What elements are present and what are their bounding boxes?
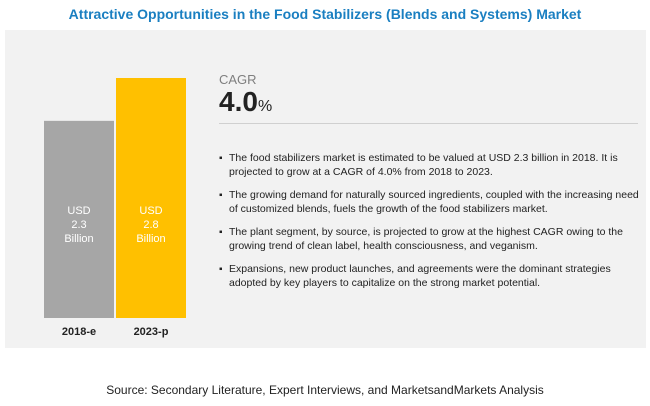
finding-item: The growing demand for naturally sourced… — [219, 189, 639, 216]
bar-value-label: USD — [139, 205, 162, 217]
cagr-value: 4.0% — [219, 86, 272, 123]
category-label: 2023-p — [134, 326, 169, 338]
bar-value-label: 2.3 — [71, 219, 86, 231]
bar-value-label: 2.8 — [143, 219, 158, 231]
cagr-unit: % — [257, 98, 273, 115]
cagr-divider — [219, 123, 638, 124]
bar-value-label: Billion — [64, 233, 93, 245]
chart-title: Attractive Opportunities in the Food Sta… — [68, 6, 582, 22]
cagr-label: CAGR — [219, 72, 257, 87]
finding-item: The food stabilizers market is estimated… — [219, 152, 639, 179]
bar-value-label: Billion — [136, 233, 165, 245]
bar-2023-p — [116, 78, 186, 318]
bar-value-label: USD — [67, 205, 90, 217]
key-findings-list: The food stabilizers market is estimated… — [219, 152, 639, 300]
finding-item: Expansions, new product launches, and ag… — [219, 263, 639, 290]
source-note: Source: Secondary Literature, Expert Int… — [106, 383, 544, 397]
category-label: 2018-e — [62, 326, 96, 338]
bar-2018-e — [44, 120, 114, 318]
cagr-number: 4.0 — [219, 86, 258, 117]
finding-item: The plant segment, by source, is project… — [219, 226, 639, 253]
